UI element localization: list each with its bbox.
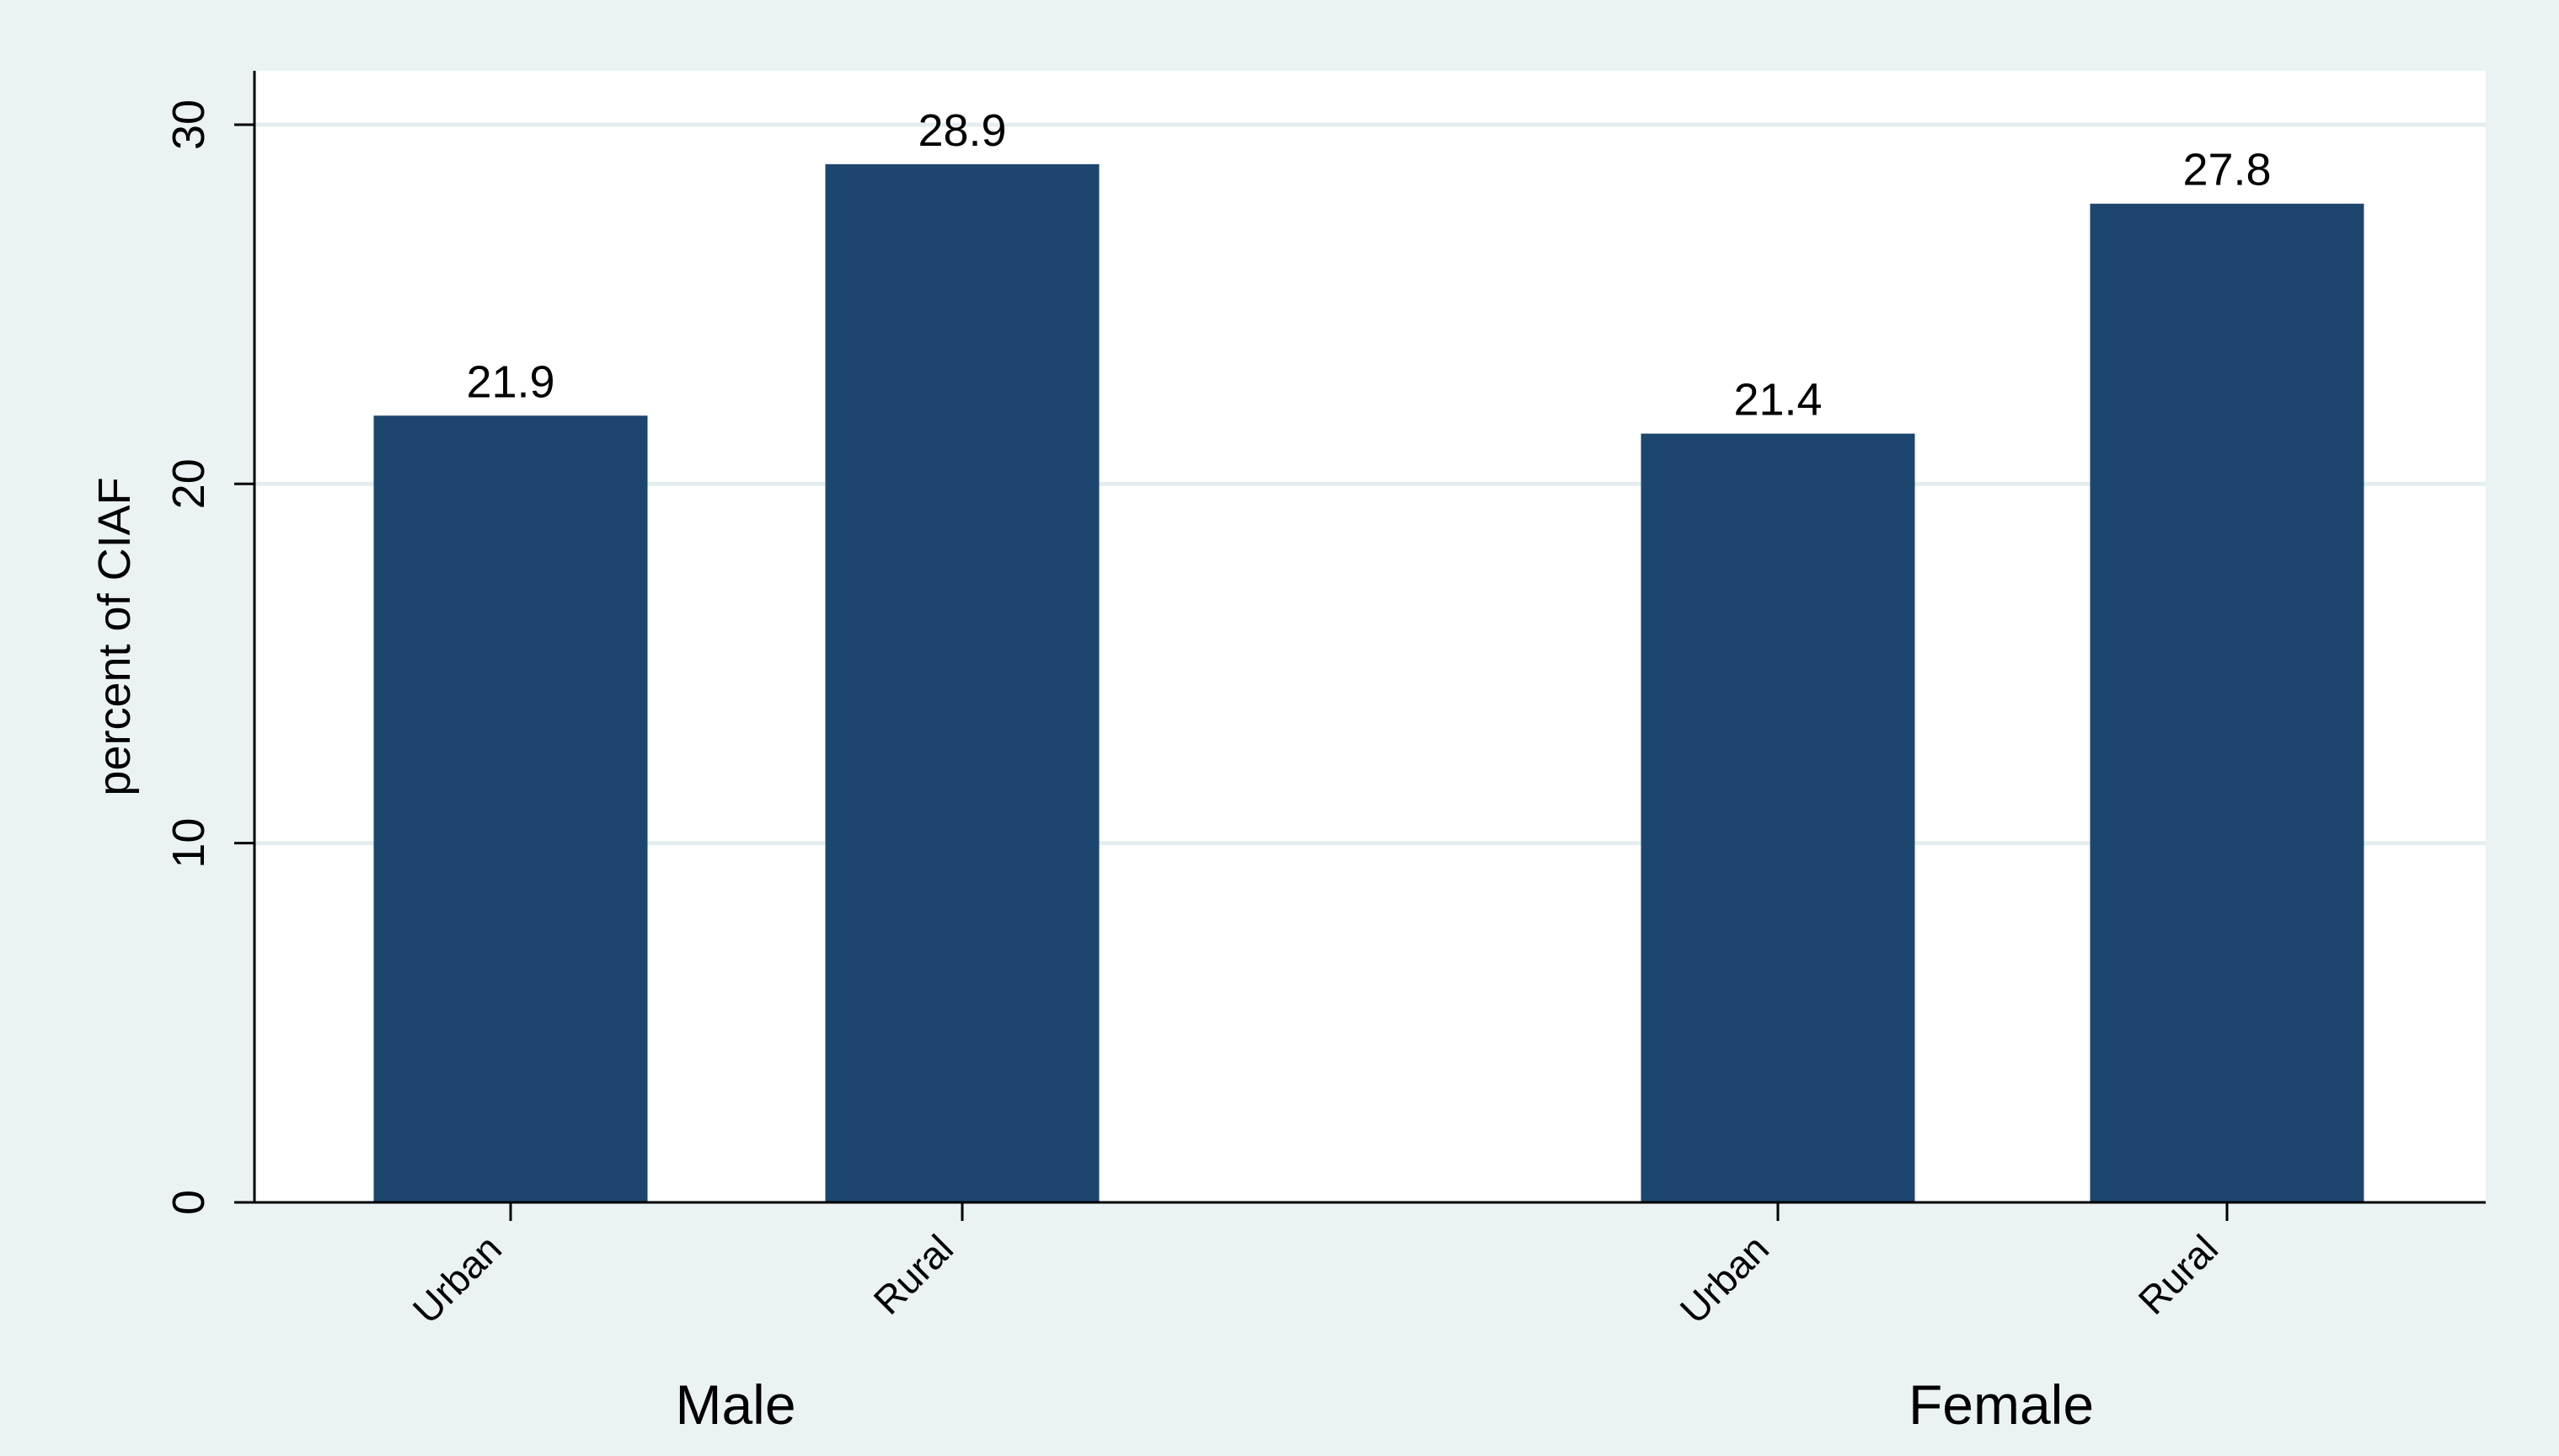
bar-value-labels: 21.9 28.9 21.4 27.8 — [466, 105, 2271, 426]
y-axis-label: percent of CIAF — [89, 477, 140, 795]
y-tick-label: 20 — [163, 458, 214, 509]
bars — [373, 163, 2364, 1202]
bar — [373, 415, 648, 1202]
bar — [2090, 203, 2364, 1202]
group-label: Male — [675, 1373, 795, 1436]
bar-value-label: 27.8 — [2182, 145, 2271, 195]
bar-value-label: 28.9 — [918, 105, 1006, 156]
y-tick-label: 30 — [163, 99, 214, 150]
bar-value-label: 21.9 — [466, 356, 554, 407]
y-tick-label: 10 — [163, 818, 214, 869]
bar-value-label: 21.4 — [1733, 375, 1822, 426]
y-tick-label: 0 — [163, 1190, 214, 1215]
bar — [1641, 433, 1915, 1202]
group-label: Female — [1909, 1373, 2094, 1436]
bar — [825, 163, 1100, 1202]
